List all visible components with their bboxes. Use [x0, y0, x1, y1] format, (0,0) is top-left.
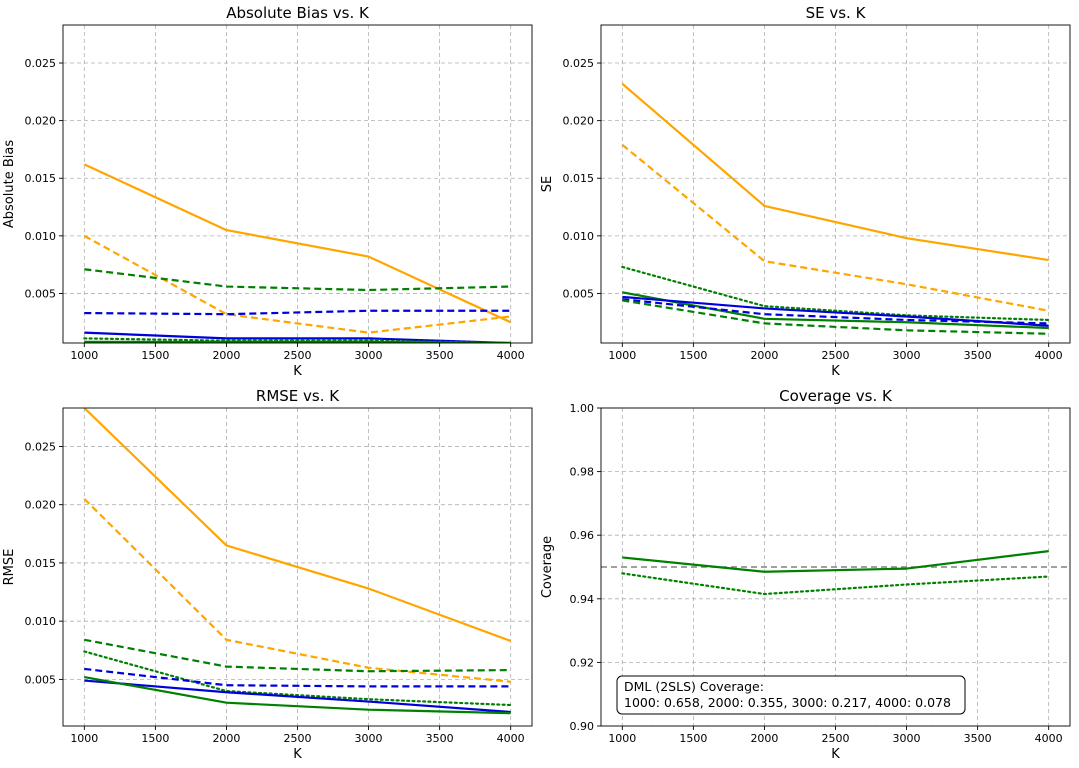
x-axis-label: K: [293, 747, 302, 762]
x-tick-label: 1500: [679, 349, 707, 362]
series-line-green-solid: [622, 291, 1049, 330]
series-line-blue-solid: [84, 679, 511, 714]
x-axis-label: K: [831, 364, 840, 379]
y-tick-label: 0.020: [25, 499, 57, 512]
y-tick-label: 0.005: [25, 673, 57, 686]
y-axis-label: Absolute Bias: [2, 140, 17, 228]
y-tick-label: 0.025: [25, 440, 57, 453]
chart-title: Coverage vs. K: [779, 387, 893, 405]
chart-title: Absolute Bias vs. K: [226, 4, 370, 22]
x-tick-label: 2000: [750, 349, 778, 362]
y-tick-label: 0.96: [570, 529, 595, 542]
x-tick-label: 4000: [1035, 732, 1063, 745]
x-tick-label: 3500: [426, 349, 454, 362]
y-tick-label: 0.025: [25, 57, 57, 70]
x-tick-label: 2000: [750, 732, 778, 745]
x-axis-label: K: [293, 364, 302, 379]
series-line-orange-solid: [83, 408, 512, 643]
subplot-1: 1000 1500 2000 2500 3000 3500 4000 0.005 0.010 0.…: [2, 4, 533, 379]
series-line-green-dashed: [84, 268, 511, 292]
series-line-blue-dashed: [84, 309, 511, 316]
y-axis-label: RMSE: [2, 549, 17, 586]
subplot-3: 1000 1500 2000 2500 3000 3500 4000 0.005 0.010 0.…: [2, 387, 533, 762]
axes-frame: [600, 24, 1071, 344]
series-line-green-dotted: [621, 265, 1050, 322]
x-tick-label: 3500: [964, 349, 992, 362]
y-tick-label: 0.98: [570, 466, 595, 479]
series-line-orange-dashed: [83, 234, 511, 334]
x-tick-label: 1500: [141, 732, 169, 745]
y-tick-label: 0.020: [563, 115, 595, 128]
y-axis-label: SE: [540, 176, 555, 192]
x-tick-label: 2000: [212, 349, 240, 362]
series-line-blue-dashed: [84, 667, 511, 688]
series-line-green-dashed: [622, 299, 1049, 335]
x-tick-label: 1000: [608, 349, 636, 362]
series-line-green-dotted: [621, 572, 1050, 596]
y-tick-label: 0.005: [25, 287, 57, 300]
series-group: [83, 408, 512, 715]
y-tick-label: 0.015: [563, 172, 595, 185]
x-tick-label: 3000: [893, 349, 921, 362]
y-tick-label: 0.020: [25, 115, 57, 128]
x-tick-label: 1000: [608, 732, 636, 745]
series-line-orange-dashed: [621, 143, 1049, 312]
x-tick-label: 4000: [497, 349, 525, 362]
y-tick-label: 0.025: [563, 57, 595, 70]
x-tick-label: 3500: [426, 732, 454, 745]
y-axis-label: Coverage: [540, 536, 555, 598]
series-line-blue-dashed: [622, 298, 1049, 325]
series-line-blue-solid: [84, 331, 511, 343]
series-line-green-dashed: [84, 638, 511, 673]
x-tick-label: 2500: [284, 349, 312, 362]
series-line-green-solid: [622, 550, 1049, 573]
x-tick-label: 3000: [355, 732, 383, 745]
annotation-box: [616, 675, 966, 715]
x-tick-label: 3000: [893, 732, 921, 745]
series-line-green-solid: [84, 675, 511, 715]
x-tick-label: 2500: [822, 349, 850, 362]
y-tick-label: 0.015: [25, 557, 57, 570]
chart-title: RMSE vs. K: [256, 387, 340, 405]
series-line-orange-dashed: [83, 498, 511, 683]
annotation-line-1: DML (2SLS) Coverage:: [624, 679, 764, 694]
x-tick-label: 2500: [284, 732, 312, 745]
series-line-orange-solid: [621, 82, 1049, 262]
subplot-4: 1000 1500 2000 2500 3000 3500 4000 0.90 0.92 0.94…: [540, 387, 1071, 762]
y-tick-label: 0.015: [25, 172, 57, 185]
series-group: [83, 163, 512, 343]
y-tick-label: 0.92: [570, 656, 595, 669]
series-line-green-solid: [84, 340, 511, 343]
y-tick-label: 0.90: [570, 720, 595, 733]
x-tick-label: 1500: [141, 349, 169, 362]
x-tick-label: 2500: [822, 732, 850, 745]
axes-frame: [62, 24, 533, 344]
y-tick-label: 0.010: [25, 230, 57, 243]
series-line-green-dotted: [83, 650, 512, 707]
subplot-2: 1000 1500 2000 2500 3000 3500 4000 0.005 0.010 0.…: [540, 4, 1071, 379]
x-tick-label: 1000: [70, 732, 98, 745]
x-axis-label: K: [831, 747, 840, 762]
y-tick-label: 1.00: [570, 402, 595, 415]
x-tick-label: 3500: [964, 732, 992, 745]
x-tick-label: 4000: [1035, 349, 1063, 362]
y-tick-label: 0.010: [25, 615, 57, 628]
series-group: [621, 82, 1050, 335]
y-tick-label: 0.94: [570, 593, 595, 606]
x-tick-label: 2000: [212, 732, 240, 745]
x-tick-label: 1500: [679, 732, 707, 745]
y-tick-label: 0.005: [563, 287, 595, 300]
series-group: [621, 550, 1050, 596]
annotation-line-2: 1000: 0.658, 2000: 0.355, 3000: 0.217, 4…: [624, 695, 951, 710]
y-tick-label: 0.010: [563, 230, 595, 243]
x-tick-label: 3000: [355, 349, 383, 362]
chart-title: SE vs. K: [806, 4, 867, 22]
x-tick-label: 4000: [497, 732, 525, 745]
x-tick-label: 1000: [70, 349, 98, 362]
series-line-orange-solid: [83, 163, 512, 324]
